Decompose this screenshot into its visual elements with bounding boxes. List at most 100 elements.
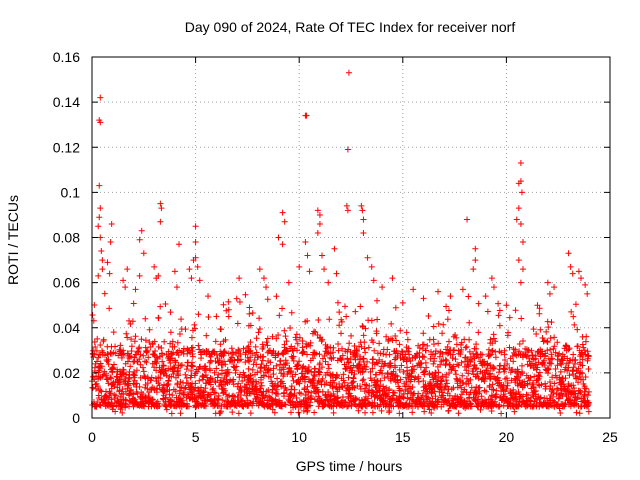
data-point [532, 395, 539, 402]
data-point [215, 371, 222, 378]
data-point [537, 394, 544, 401]
data-point [585, 352, 592, 359]
x-tick-label: 25 [602, 429, 618, 445]
data-point [141, 358, 148, 365]
data-point [501, 347, 508, 354]
data-point [556, 350, 563, 357]
data-point [115, 352, 122, 359]
data-point [177, 378, 184, 385]
data-point [574, 326, 581, 333]
data-point [455, 410, 462, 417]
data-point [325, 361, 332, 368]
data-point [93, 358, 100, 365]
data-point [461, 398, 468, 405]
data-point [144, 347, 151, 354]
data-point [292, 403, 299, 410]
outlier-point [333, 270, 340, 277]
data-point [133, 367, 140, 374]
data-point [435, 369, 442, 376]
data-point [578, 349, 585, 356]
data-point [470, 350, 477, 357]
outlier-point [306, 268, 313, 275]
data-point [281, 327, 288, 334]
data-point [356, 343, 363, 350]
data-point [385, 403, 392, 410]
data-point [431, 355, 438, 362]
data-point [547, 397, 554, 404]
data-point [283, 338, 290, 345]
data-point [377, 395, 384, 402]
data-point [130, 380, 137, 387]
data-point [97, 402, 104, 409]
data-point [102, 403, 109, 410]
data-point [249, 309, 256, 316]
data-point [541, 395, 548, 402]
data-point [281, 393, 288, 400]
data-point [281, 371, 288, 378]
data-point [487, 370, 494, 377]
outlier-point [196, 277, 203, 284]
data-point [148, 377, 155, 384]
data-point [319, 364, 326, 371]
data-point [360, 376, 367, 383]
data-point [403, 329, 410, 336]
outlier-point [472, 245, 479, 252]
data-point [111, 361, 118, 368]
data-point [513, 352, 520, 359]
data-point [188, 372, 195, 379]
data-point [258, 379, 265, 386]
data-point [302, 399, 309, 406]
data-point [533, 401, 540, 408]
data-point [393, 396, 400, 403]
data-point [103, 376, 110, 383]
data-point [545, 324, 552, 331]
data-point [361, 381, 368, 388]
data-point [237, 384, 244, 391]
data-point [189, 363, 196, 370]
data-point [195, 394, 202, 401]
data-point [153, 389, 160, 396]
data-point [446, 370, 453, 377]
data-point [489, 393, 496, 400]
outlier-point [303, 112, 310, 119]
data-point [108, 385, 115, 392]
data-point [197, 348, 204, 355]
outlier-point [205, 293, 212, 300]
data-point [269, 397, 276, 404]
data-point [232, 369, 239, 376]
data-point [208, 397, 215, 404]
data-point [530, 379, 537, 386]
data-point [218, 382, 225, 389]
data-point [339, 345, 346, 352]
data-point [253, 335, 260, 342]
data-point [199, 400, 206, 407]
data-point [273, 390, 280, 397]
outlier-point [107, 239, 114, 246]
data-point [490, 386, 497, 393]
data-point [174, 367, 181, 374]
y-tick-label: 0.16 [53, 49, 80, 65]
data-point [290, 377, 297, 384]
data-point [371, 402, 378, 409]
outlier-point [275, 234, 282, 241]
data-point [512, 394, 519, 401]
outlier-point [314, 207, 321, 214]
data-point [136, 383, 143, 390]
data-point [195, 388, 202, 395]
data-point [333, 384, 340, 391]
outlier-point [567, 263, 574, 270]
outlier-point [304, 252, 311, 259]
data-point [250, 361, 257, 368]
data-point [333, 374, 340, 381]
data-point [496, 379, 503, 386]
data-point [427, 355, 434, 362]
data-point [431, 382, 438, 389]
data-point [330, 398, 337, 405]
data-point [128, 343, 135, 350]
y-tick-label: 0.12 [53, 139, 80, 155]
data-point [142, 315, 149, 322]
chart-title: Day 090 of 2024, Rate Of TEC Index for r… [185, 19, 516, 35]
data-point [155, 314, 162, 321]
data-point [109, 365, 116, 372]
data-point [475, 354, 482, 361]
